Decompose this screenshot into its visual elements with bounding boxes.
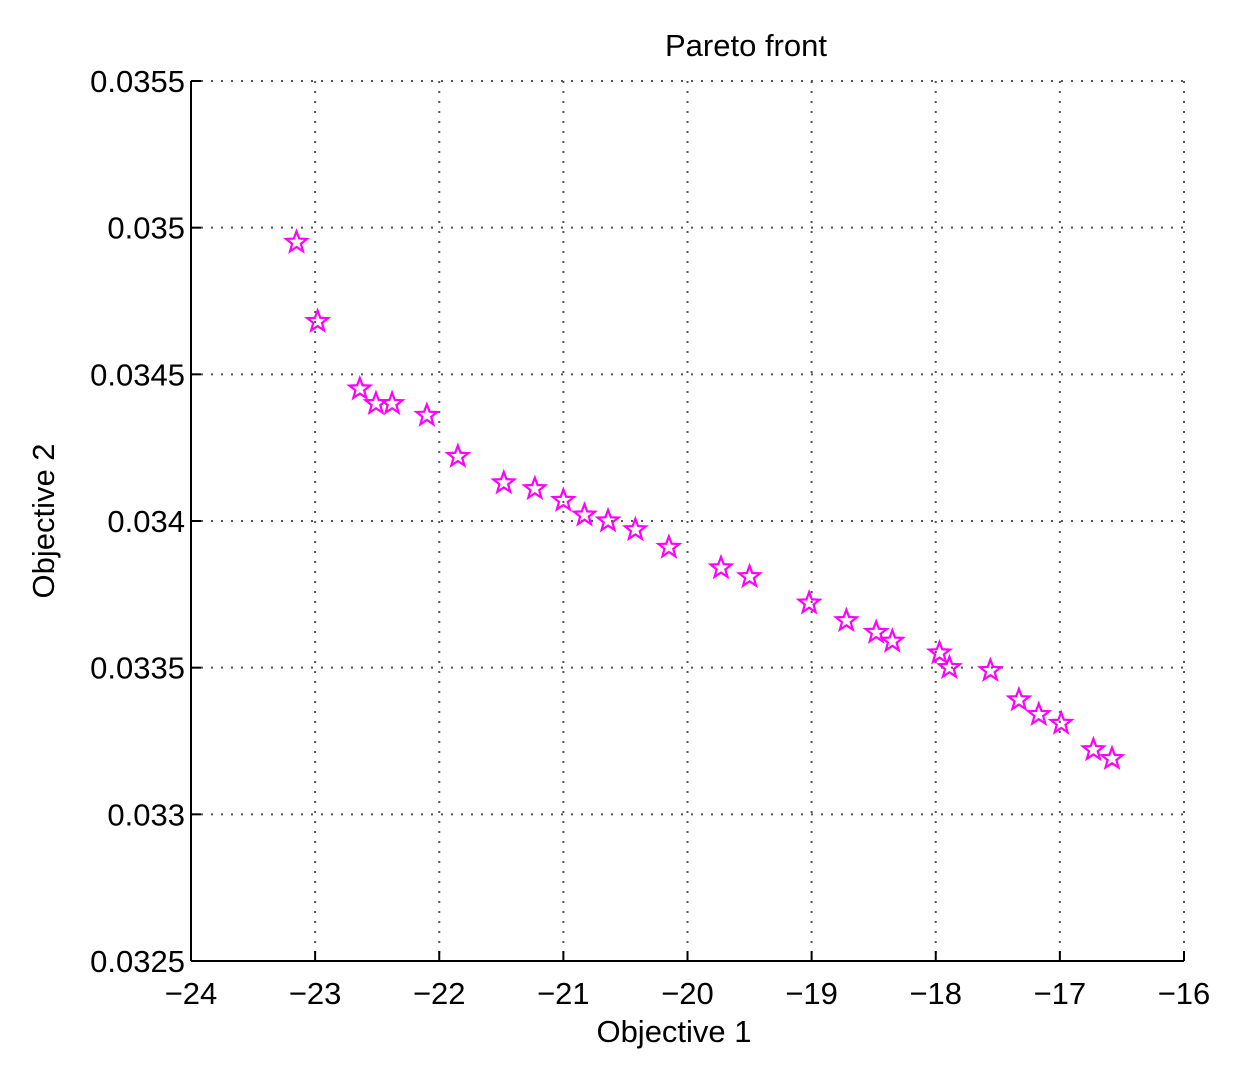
data-point [378,389,406,416]
x-tick-label: −18 [909,976,962,1011]
y-axis-label: Objective 2 [26,443,61,598]
x-tick-label: −24 [165,976,218,1011]
y-tick-label: 0.033 [107,797,185,832]
x-tick-label: −20 [661,976,714,1011]
y-tick-label: 0.0355 [90,64,185,99]
x-tick-label: −22 [413,976,466,1011]
data-point [655,533,683,559]
data-point [346,374,374,401]
y-tick-label: 0.035 [107,211,185,246]
x-tick-label: −16 [1158,976,1211,1011]
data-point [594,506,622,533]
data-point [521,474,549,501]
x-tick-label: −17 [1034,976,1087,1011]
x-axis-label: Objective 1 [596,1014,751,1049]
data-point [621,515,649,542]
data-point [304,307,332,333]
data-point [444,442,472,468]
data-point [1098,744,1126,771]
data-point [926,638,953,665]
data-point [1025,700,1053,727]
data-point [935,653,963,680]
x-tick-label: −19 [785,976,838,1011]
data-point [976,656,1004,683]
chart-title: Pareto front [665,28,827,63]
data-point [736,562,764,589]
y-tick-label: 0.0325 [90,944,185,979]
data-point [1005,685,1033,712]
data-point [862,618,890,644]
data-point [413,401,441,427]
data-point [1079,735,1107,762]
x-tick-label: −23 [289,976,342,1011]
data-point [490,468,518,495]
data-point [549,486,577,512]
x-axis-ticks: −24 −23 −22 −21 −20 −19 −18 −17 −16 [165,951,1211,1011]
y-tick-label: 0.0345 [90,357,185,392]
data-point [795,588,823,615]
data-point [878,627,906,653]
data-point [571,500,598,527]
grid-lines [191,80,1185,961]
y-axis-ticks: 0.0325 0.033 0.0335 0.034 0.0345 0.035 0.0355 [90,64,201,979]
x-tick-label: −21 [537,976,590,1011]
data-points [283,228,1126,771]
data-point [1047,709,1075,735]
data-point [832,606,860,633]
data-point [283,228,310,254]
y-tick-label: 0.0335 [90,651,185,686]
data-point [707,553,735,580]
y-tick-label: 0.034 [107,504,185,539]
